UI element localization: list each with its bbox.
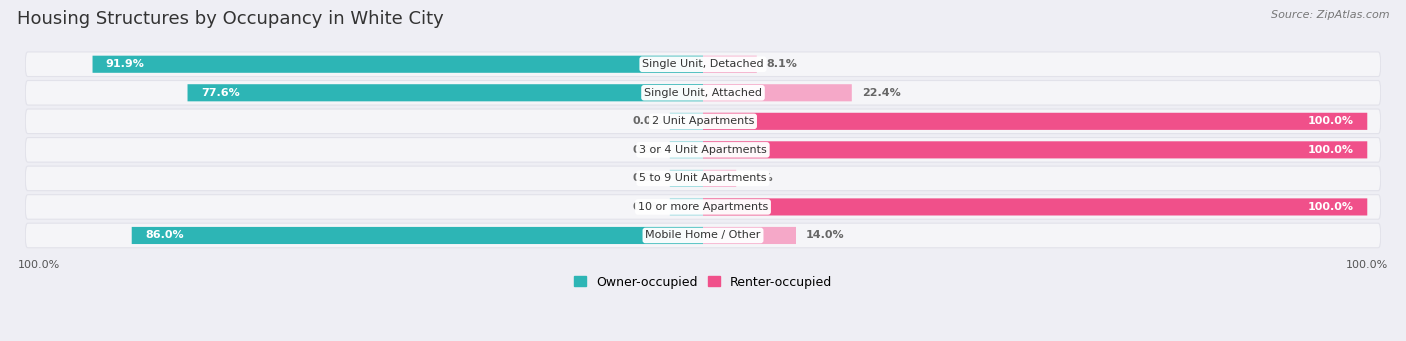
Text: Single Unit, Attached: Single Unit, Attached <box>644 88 762 98</box>
FancyBboxPatch shape <box>25 223 1381 248</box>
FancyBboxPatch shape <box>132 227 703 244</box>
Text: Single Unit, Detached: Single Unit, Detached <box>643 59 763 69</box>
Text: 0.0%: 0.0% <box>633 145 664 155</box>
FancyBboxPatch shape <box>669 170 703 187</box>
FancyBboxPatch shape <box>703 170 737 187</box>
FancyBboxPatch shape <box>25 195 1381 219</box>
FancyBboxPatch shape <box>25 109 1381 134</box>
Text: 10 or more Apartments: 10 or more Apartments <box>638 202 768 212</box>
FancyBboxPatch shape <box>669 198 703 216</box>
FancyBboxPatch shape <box>187 84 703 101</box>
Text: Mobile Home / Other: Mobile Home / Other <box>645 231 761 240</box>
Text: 5 to 9 Unit Apartments: 5 to 9 Unit Apartments <box>640 173 766 183</box>
FancyBboxPatch shape <box>25 166 1381 191</box>
Text: 0.0%: 0.0% <box>633 116 664 126</box>
FancyBboxPatch shape <box>703 113 1367 130</box>
FancyBboxPatch shape <box>703 227 796 244</box>
Text: 100.0%: 100.0% <box>1308 202 1354 212</box>
Legend: Owner-occupied, Renter-occupied: Owner-occupied, Renter-occupied <box>568 271 838 294</box>
Text: Source: ZipAtlas.com: Source: ZipAtlas.com <box>1271 10 1389 20</box>
Text: 91.9%: 91.9% <box>105 59 145 69</box>
FancyBboxPatch shape <box>25 80 1381 105</box>
Text: 2 Unit Apartments: 2 Unit Apartments <box>652 116 754 126</box>
FancyBboxPatch shape <box>669 141 703 159</box>
Text: 22.4%: 22.4% <box>862 88 900 98</box>
Text: 0.0%: 0.0% <box>633 202 664 212</box>
Text: 0.0%: 0.0% <box>742 173 773 183</box>
FancyBboxPatch shape <box>703 56 756 73</box>
FancyBboxPatch shape <box>669 113 703 130</box>
FancyBboxPatch shape <box>703 141 1367 159</box>
Text: 77.6%: 77.6% <box>201 88 239 98</box>
FancyBboxPatch shape <box>25 137 1381 162</box>
FancyBboxPatch shape <box>25 52 1381 76</box>
Text: 8.1%: 8.1% <box>766 59 797 69</box>
Text: 0.0%: 0.0% <box>633 173 664 183</box>
Text: 100.0%: 100.0% <box>1308 145 1354 155</box>
FancyBboxPatch shape <box>703 84 852 101</box>
Text: 86.0%: 86.0% <box>145 231 184 240</box>
Text: Housing Structures by Occupancy in White City: Housing Structures by Occupancy in White… <box>17 10 444 28</box>
FancyBboxPatch shape <box>703 198 1367 216</box>
Text: 14.0%: 14.0% <box>806 231 845 240</box>
Text: 100.0%: 100.0% <box>1308 116 1354 126</box>
FancyBboxPatch shape <box>93 56 703 73</box>
Text: 3 or 4 Unit Apartments: 3 or 4 Unit Apartments <box>640 145 766 155</box>
